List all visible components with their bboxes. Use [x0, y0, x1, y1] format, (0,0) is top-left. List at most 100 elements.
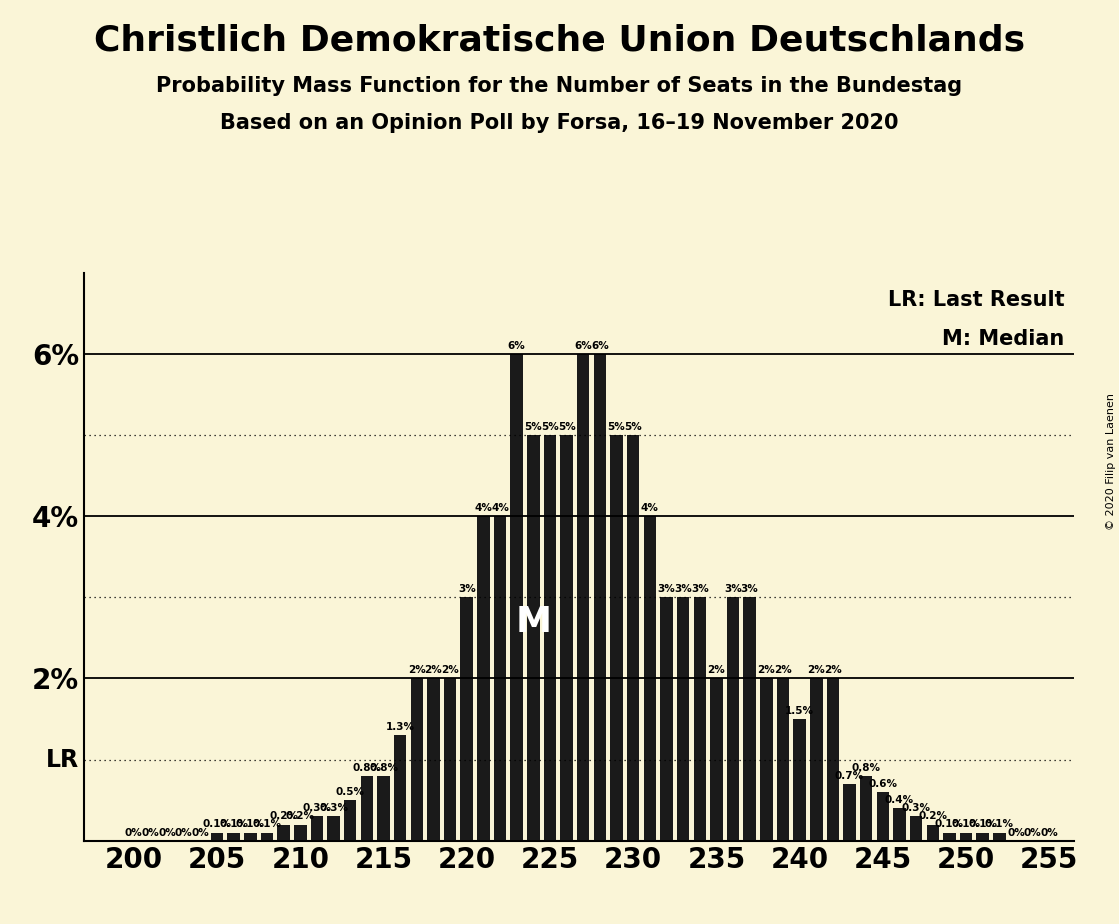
Text: 6%: 6% [574, 341, 592, 350]
Bar [527, 435, 539, 841]
Bar [844, 784, 856, 841]
Text: 0.1%: 0.1% [236, 820, 265, 830]
Text: 0.1%: 0.1% [203, 820, 232, 830]
Text: 0.7%: 0.7% [835, 771, 864, 781]
Text: 3%: 3% [690, 584, 708, 594]
Text: 0.1%: 0.1% [253, 820, 282, 830]
Bar [760, 678, 772, 841]
Text: 0.1%: 0.1% [934, 820, 963, 830]
Text: 6%: 6% [591, 341, 609, 350]
Text: Christlich Demokratische Union Deutschlands: Christlich Demokratische Union Deutschla… [94, 23, 1025, 57]
Text: 0.2%: 0.2% [285, 811, 314, 821]
Text: 0%: 0% [158, 828, 176, 837]
Text: 3%: 3% [741, 584, 759, 594]
Text: 0.1%: 0.1% [985, 820, 1014, 830]
Text: 4%: 4% [641, 503, 659, 513]
Text: 0.3%: 0.3% [902, 803, 931, 813]
Bar [793, 719, 806, 841]
Text: M: M [516, 604, 552, 638]
Text: 1.3%: 1.3% [386, 722, 415, 732]
Bar [977, 833, 989, 841]
Text: 0%: 0% [175, 828, 192, 837]
Bar [727, 597, 740, 841]
Text: 0%: 0% [1007, 828, 1025, 837]
Text: 0.2%: 0.2% [270, 811, 298, 821]
Bar [344, 800, 357, 841]
Bar [510, 354, 523, 841]
Bar [311, 817, 323, 841]
Text: 2%: 2% [824, 665, 841, 675]
Text: Based on an Opinion Poll by Forsa, 16–19 November 2020: Based on an Opinion Poll by Forsa, 16–19… [220, 113, 899, 133]
Bar [427, 678, 440, 841]
Text: 0.2%: 0.2% [919, 811, 948, 821]
Text: 0%: 0% [1041, 828, 1059, 837]
Bar [261, 833, 273, 841]
Bar [743, 597, 756, 841]
Text: 2%: 2% [808, 665, 825, 675]
Text: 6%: 6% [508, 341, 526, 350]
Bar [377, 776, 389, 841]
Text: 3%: 3% [675, 584, 692, 594]
Text: 0%: 0% [142, 828, 159, 837]
Bar [827, 678, 839, 841]
Text: 2%: 2% [758, 665, 775, 675]
Text: 2%: 2% [424, 665, 442, 675]
Text: 0.8%: 0.8% [369, 762, 398, 772]
Text: 0.5%: 0.5% [336, 787, 365, 797]
Text: 2%: 2% [408, 665, 425, 675]
Text: 0.3%: 0.3% [302, 803, 331, 813]
Text: 3%: 3% [458, 584, 476, 594]
Bar [227, 833, 239, 841]
Text: 3%: 3% [724, 584, 742, 594]
Text: 0%: 0% [191, 828, 209, 837]
Bar [477, 517, 490, 841]
Text: 0%: 0% [1024, 828, 1042, 837]
Text: Probability Mass Function for the Number of Seats in the Bundestag: Probability Mass Function for the Number… [157, 76, 962, 96]
Text: 5%: 5% [557, 421, 575, 432]
Bar [643, 517, 656, 841]
Text: LR: LR [46, 748, 79, 772]
Bar [960, 833, 972, 841]
Bar [910, 817, 922, 841]
Text: M: Median: M: Median [942, 329, 1064, 349]
Bar [594, 354, 606, 841]
Bar [810, 678, 822, 841]
Text: 5%: 5% [608, 421, 626, 432]
Bar [328, 817, 340, 841]
Bar [411, 678, 423, 841]
Text: 0.6%: 0.6% [868, 779, 897, 789]
Bar [943, 833, 956, 841]
Bar [294, 824, 307, 841]
Text: 2%: 2% [774, 665, 792, 675]
Text: 5%: 5% [624, 421, 642, 432]
Bar [859, 776, 873, 841]
Bar [244, 833, 256, 841]
Text: 0.8%: 0.8% [352, 762, 382, 772]
Bar [660, 597, 673, 841]
Bar [777, 678, 789, 841]
Bar [444, 678, 457, 841]
Bar [544, 435, 556, 841]
Bar [711, 678, 723, 841]
Text: 5%: 5% [542, 421, 558, 432]
Text: 3%: 3% [658, 584, 676, 594]
Bar [360, 776, 373, 841]
Text: 0.1%: 0.1% [968, 820, 997, 830]
Bar [677, 597, 689, 841]
Text: 0%: 0% [125, 828, 143, 837]
Text: 0.3%: 0.3% [319, 803, 348, 813]
Bar [876, 792, 890, 841]
Text: 4%: 4% [491, 503, 509, 513]
Bar [210, 833, 224, 841]
Text: 1.5%: 1.5% [786, 706, 815, 716]
Text: 0.8%: 0.8% [852, 762, 881, 772]
Bar [694, 597, 706, 841]
Text: LR: Last Result: LR: Last Result [887, 289, 1064, 310]
Bar [561, 435, 573, 841]
Bar [278, 824, 290, 841]
Text: 5%: 5% [525, 421, 543, 432]
Bar [993, 833, 1006, 841]
Text: 4%: 4% [474, 503, 492, 513]
Text: 0.4%: 0.4% [885, 796, 914, 805]
Bar [610, 435, 623, 841]
